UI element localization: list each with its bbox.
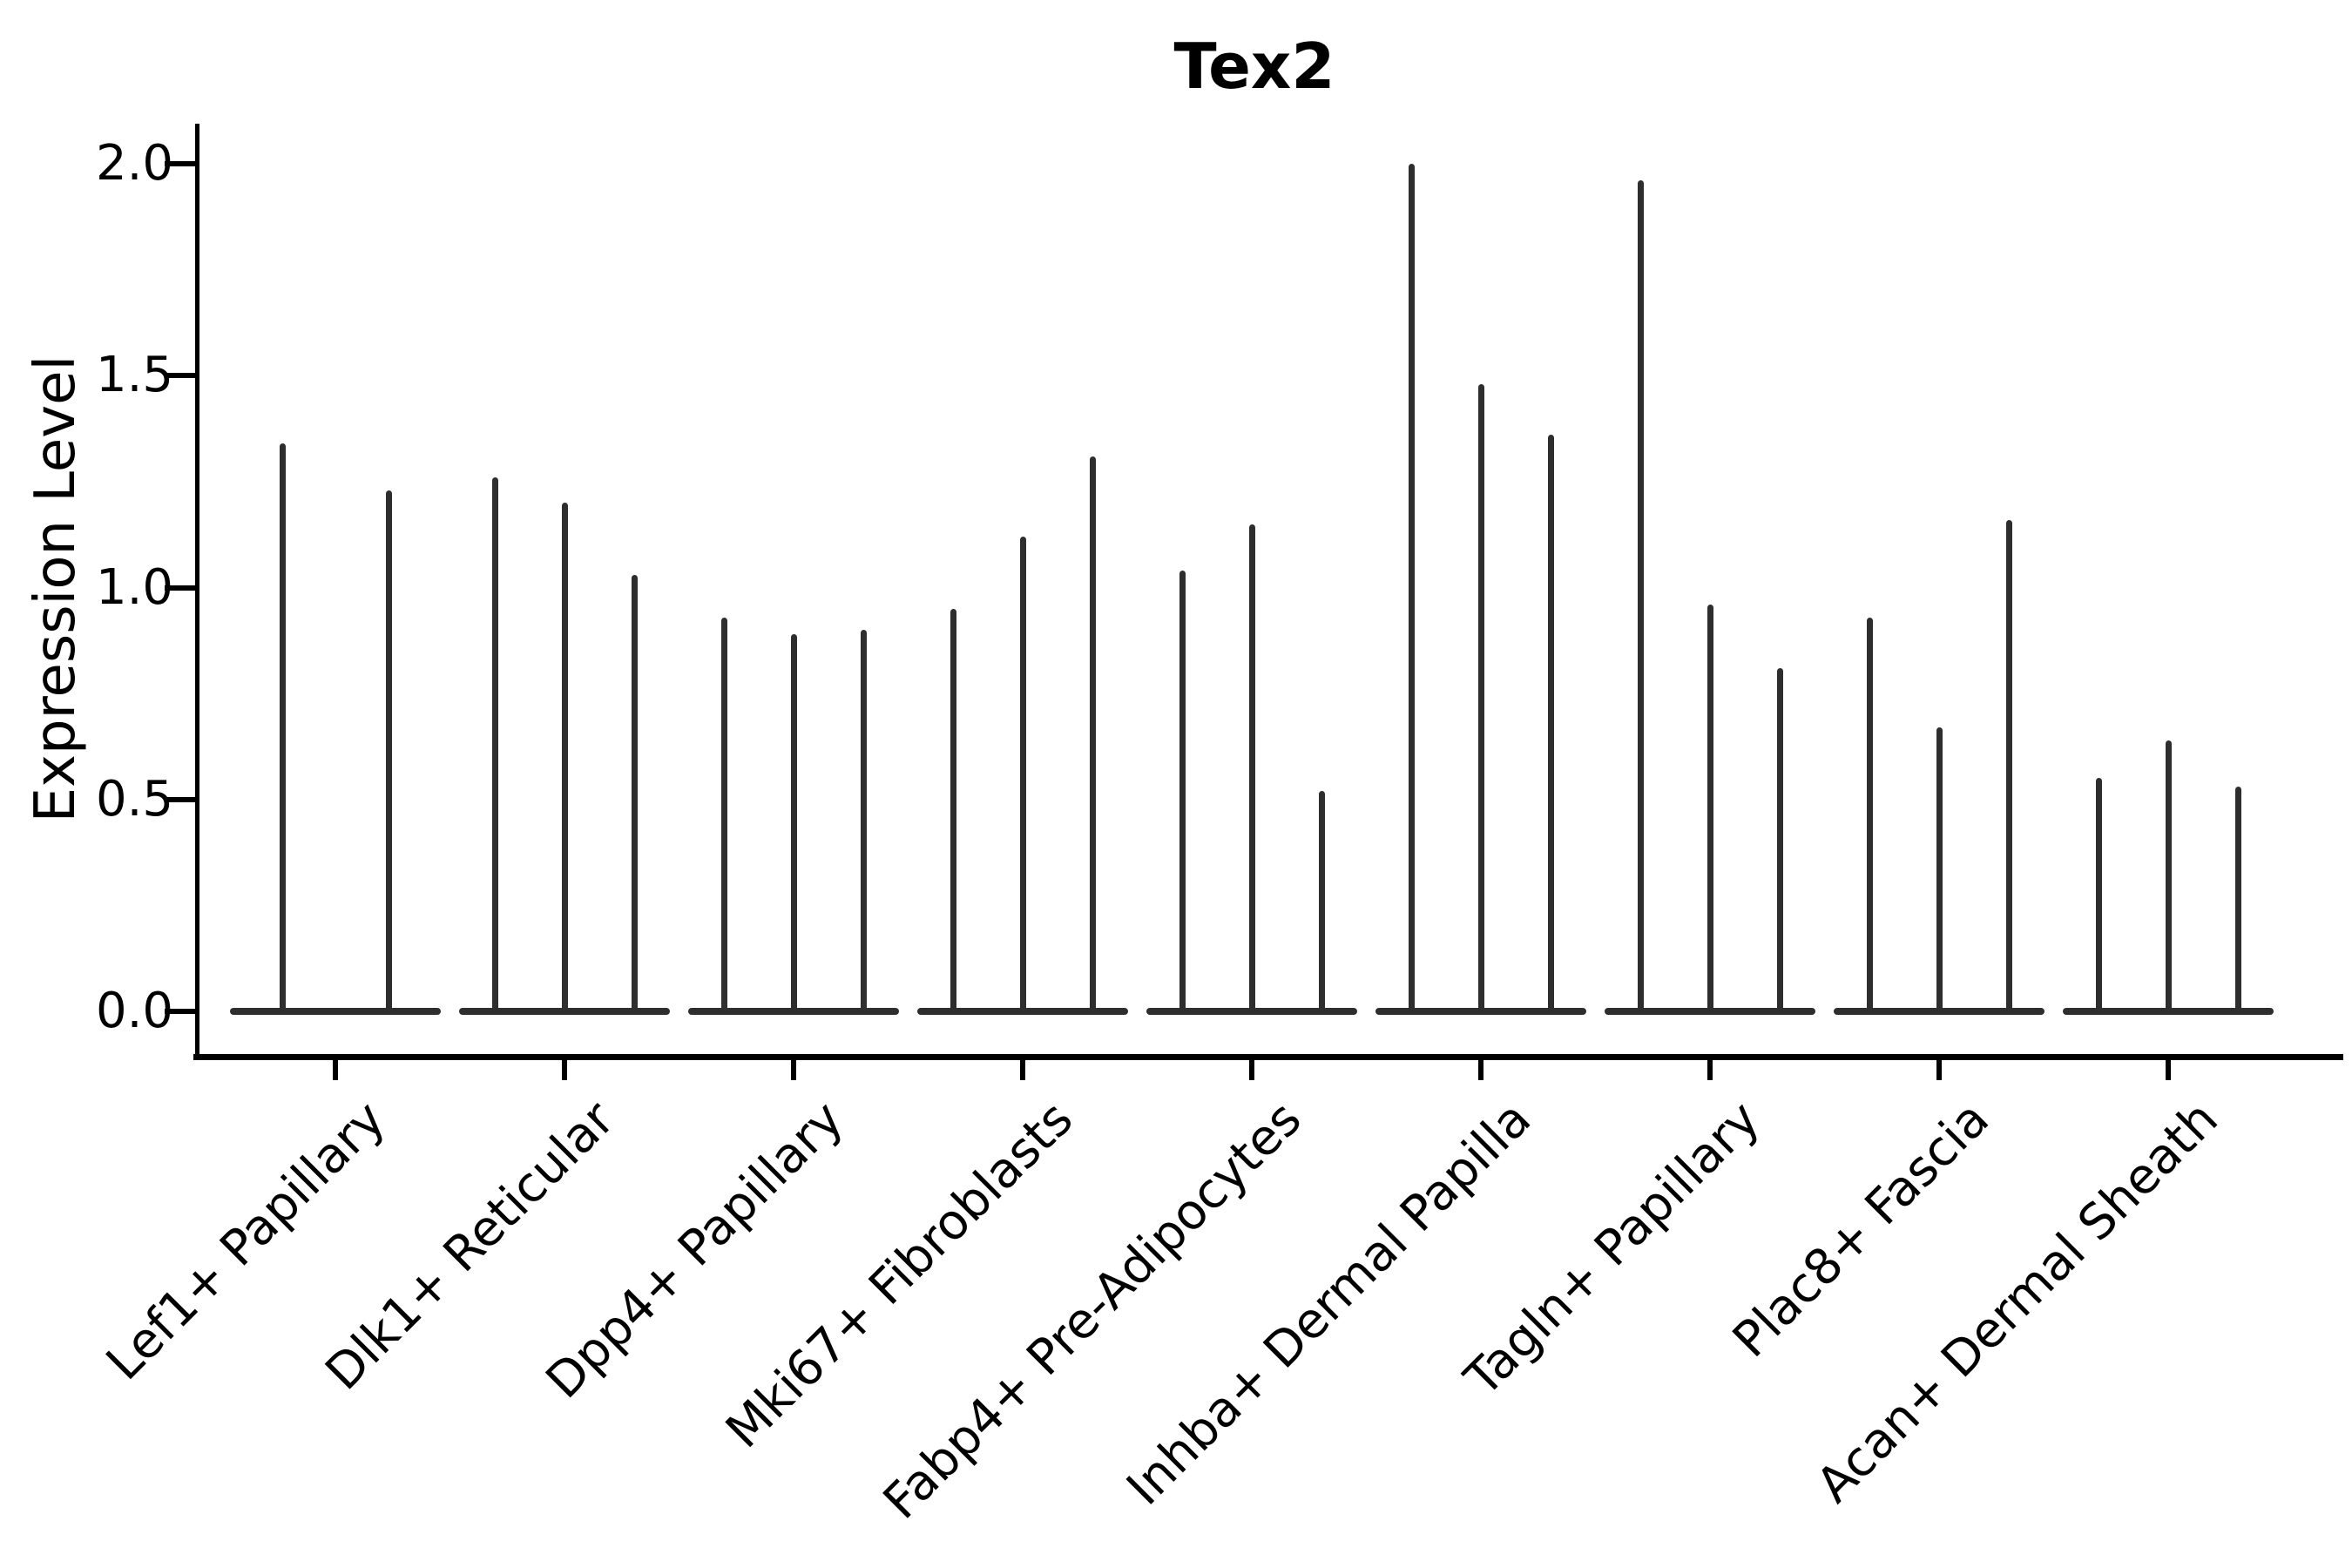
y-tick xyxy=(165,585,198,591)
violin-spike xyxy=(2095,778,2102,1015)
y-tick xyxy=(165,373,198,379)
violin-spike xyxy=(385,490,392,1015)
violin-spike xyxy=(631,574,638,1015)
y-tick-label: 0.0 xyxy=(95,983,173,1039)
violin-spike xyxy=(1776,667,1783,1015)
violin-spike xyxy=(1936,727,1943,1015)
violin-spike xyxy=(561,503,568,1015)
violin-spike xyxy=(279,443,286,1015)
violin-base xyxy=(230,1008,441,1015)
x-axis-label: Inhba+ Dermal Papilla xyxy=(1116,1091,1542,1517)
y-tick-label: 1.0 xyxy=(95,558,173,616)
violin-spike xyxy=(1408,164,1415,1015)
violin-spike xyxy=(1707,604,1713,1015)
violin-spike xyxy=(1248,524,1255,1015)
violin-spike xyxy=(2165,740,2172,1015)
violin-spike xyxy=(1866,617,1873,1015)
violin-spike xyxy=(2234,787,2241,1015)
x-tick xyxy=(1249,1054,1254,1080)
y-tick xyxy=(165,161,198,166)
violin-spike xyxy=(1318,791,1325,1015)
violin-spike xyxy=(790,634,797,1015)
x-tick xyxy=(562,1054,567,1080)
y-tick-label: 2.0 xyxy=(95,135,173,192)
x-axis-spine xyxy=(193,1054,2343,1060)
violin-spike xyxy=(950,608,956,1015)
y-tick-label: 0.5 xyxy=(95,770,173,828)
x-tick xyxy=(2166,1054,2171,1080)
violin-spike xyxy=(1019,537,1026,1015)
x-tick xyxy=(333,1054,338,1080)
violin-spike xyxy=(1637,180,1644,1015)
chart-title: Tex2 xyxy=(1173,30,1335,103)
x-tick xyxy=(1020,1054,1025,1080)
violin-spike xyxy=(720,617,727,1015)
violin-spike xyxy=(1547,435,1554,1015)
violin-spike xyxy=(1179,571,1186,1015)
x-tick xyxy=(1478,1054,1484,1080)
violin-spike xyxy=(1477,383,1484,1015)
y-axis-spine xyxy=(195,124,199,1060)
y-tick-label: 1.5 xyxy=(95,347,173,404)
violin-spike xyxy=(860,630,867,1015)
x-tick xyxy=(791,1054,796,1080)
x-axis-label: Fabp4+ Pre-Adipocytes xyxy=(873,1091,1313,1531)
x-tick xyxy=(1707,1054,1713,1080)
y-tick xyxy=(165,796,198,802)
violin-spike xyxy=(1089,456,1096,1015)
x-axis-label: Acan+ Dermal Sheath xyxy=(1806,1091,2229,1514)
violin-spike xyxy=(491,477,498,1015)
y-tick xyxy=(165,1009,198,1014)
violin-spike xyxy=(2005,519,2012,1015)
x-tick xyxy=(1936,1054,1942,1080)
